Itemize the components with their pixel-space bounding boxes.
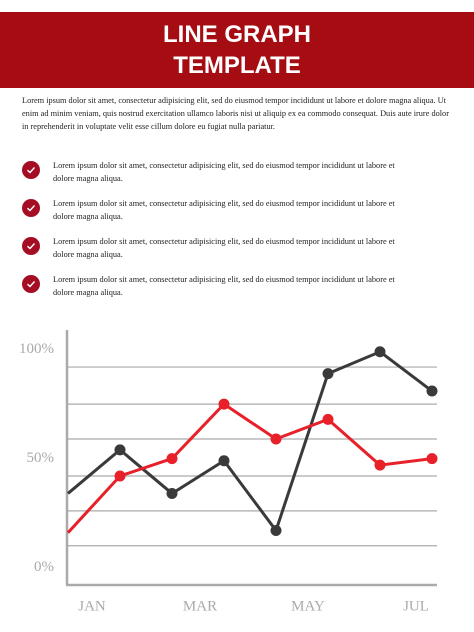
header: LINE GRAPH TEMPLATE: [0, 12, 474, 88]
data-point: [270, 525, 282, 537]
x-tick-label: MAY: [291, 598, 325, 614]
bullet-text: Lorem ipsum dolor sit amet, consectetur …: [53, 199, 395, 222]
data-point: [218, 398, 230, 410]
data-point: [114, 444, 126, 456]
data-point: [322, 368, 334, 380]
bullet-item: Lorem ipsum dolor sit amet, consectetur …: [22, 197, 452, 227]
data-point: [322, 413, 334, 425]
data-point: [426, 385, 438, 397]
x-tick-label: JUL: [403, 598, 429, 614]
intro-text: Lorem ipsum dolor sit amet, consectetur …: [22, 96, 449, 132]
check-icon: [22, 161, 40, 179]
data-point: [374, 346, 386, 358]
data-point: [166, 453, 178, 465]
data-point: [218, 455, 230, 467]
series-line: [67, 350, 433, 534]
data-point: [270, 433, 282, 445]
x-tick-label: MAR: [183, 598, 217, 614]
bullet-item: Lorem ipsum dolor sit amet, consectetur …: [22, 159, 452, 189]
bullet-text: Lorem ipsum dolor sit amet, consectetur …: [53, 275, 395, 298]
bullet-item: Lorem ipsum dolor sit amet, consectetur …: [22, 235, 452, 265]
bullet-text: Lorem ipsum dolor sit amet, consectetur …: [53, 161, 395, 184]
y-tick-label: 100%: [19, 341, 54, 357]
x-tick-label: JAN: [78, 598, 106, 614]
data-point: [114, 470, 126, 482]
check-icon: [22, 199, 40, 217]
check-icon: [22, 275, 40, 293]
data-point: [166, 487, 178, 499]
title-line: TEMPLATE: [173, 52, 301, 79]
check-icon: [22, 237, 40, 255]
y-tick-label: 50%: [27, 450, 55, 466]
title-line: LINE GRAPH: [162, 21, 311, 48]
data-point: [374, 459, 386, 471]
bullet-text: Lorem ipsum dolor sit amet, consectetur …: [53, 237, 395, 260]
data-point: [426, 453, 438, 465]
series-line: [66, 402, 433, 534]
bullet-item: Lorem ipsum dolor sit amet, consectetur …: [22, 273, 452, 303]
y-tick-label: 0%: [34, 559, 54, 575]
